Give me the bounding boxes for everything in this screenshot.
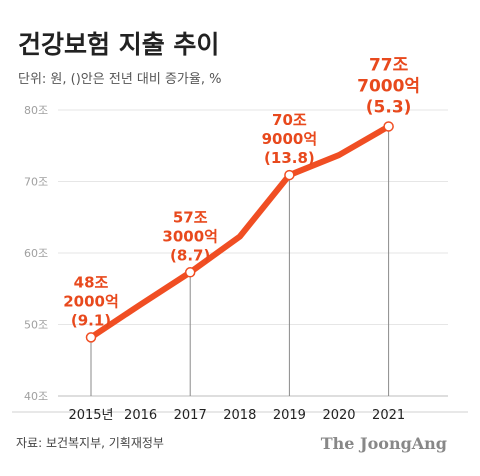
y-tick-label: 50조	[24, 319, 48, 332]
x-tick-label: 2018	[223, 408, 256, 423]
data-points	[85, 121, 394, 343]
y-axis: 40조 50조 60조 70조 80조	[24, 104, 48, 403]
y-tick-label: 60조	[24, 247, 48, 260]
data-label: 77조	[369, 55, 409, 75]
y-tick-label: 40조	[24, 390, 48, 403]
data-label: 70조	[272, 111, 307, 129]
data-label: 48조	[74, 273, 109, 291]
x-tick-label: 2016	[124, 408, 157, 423]
data-label: 57조	[173, 208, 208, 226]
x-tick-label: 2019	[273, 408, 306, 423]
data-point	[85, 332, 97, 343]
data-label: 2000억	[63, 292, 119, 310]
y-tick-label: 70조	[24, 176, 48, 189]
data-label: 7000억	[357, 76, 420, 96]
gridlines	[58, 109, 448, 397]
x-tick-label: 2020	[322, 408, 355, 423]
data-label: (8.7)	[170, 246, 210, 264]
data-label: 3000억	[162, 227, 218, 245]
data-label: (13.8)	[264, 149, 315, 167]
y-tick-label: 80조	[24, 104, 48, 117]
data-label: (5.3)	[366, 97, 412, 117]
data-label: (9.1)	[71, 311, 111, 329]
chart-subtitle: 단위: 원, ()안은 전년 대비 증가율, %	[18, 72, 221, 87]
chart-title: 건강보험 지출 추이	[18, 30, 219, 59]
source-note: 자료: 보건복지부, 기획재정부	[16, 436, 164, 450]
series-line	[88, 123, 392, 341]
data-point	[383, 121, 394, 132]
x-tick-label: 2021	[372, 408, 405, 423]
publisher-logo: The JoongAng	[321, 434, 447, 453]
data-label: 9000억	[262, 130, 318, 148]
drop-lines	[90, 126, 390, 396]
data-point	[284, 169, 295, 181]
data-point	[184, 267, 196, 278]
x-axis: 2015년 2016 2017 2018 2019 2020 2021	[68, 408, 405, 423]
x-tick-label: 2015년	[68, 408, 113, 423]
x-tick-label: 2017	[174, 408, 207, 423]
